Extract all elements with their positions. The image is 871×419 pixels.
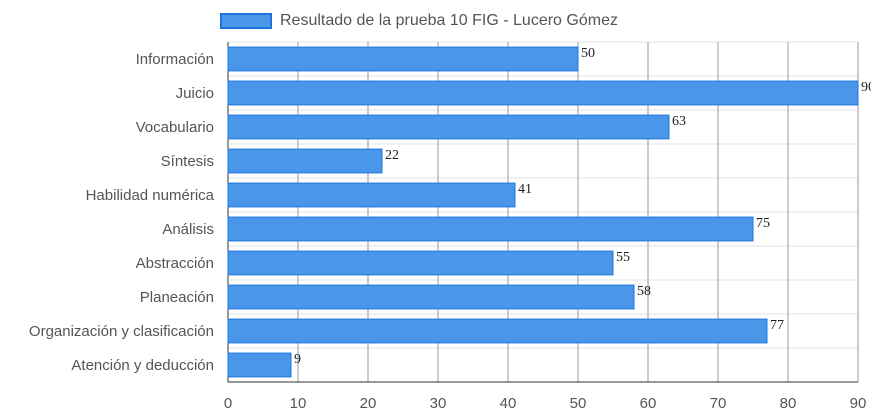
data-label: 75 [756, 216, 770, 231]
bar [227, 216, 754, 242]
data-label: 50 [581, 46, 595, 61]
category-label: Planeación [140, 289, 214, 306]
category-label: Abstracción [136, 255, 214, 272]
x-tick-label: 0 [224, 395, 232, 412]
category-label: Atención y deducción [71, 357, 214, 374]
category-label: Habilidad numérica [86, 187, 215, 204]
bar [227, 148, 383, 174]
chart-legend: Resultado de la prueba 10 FIG - Lucero G… [220, 10, 618, 32]
category-label: Vocabulario [136, 119, 214, 136]
bar [227, 114, 670, 140]
bar [227, 182, 516, 208]
category-label: Juicio [176, 85, 214, 102]
data-label: 55 [616, 250, 630, 265]
x-tick-label: 10 [290, 395, 307, 412]
bar [227, 284, 635, 310]
x-tick-label: 70 [710, 395, 727, 412]
data-label: 58 [637, 284, 651, 299]
x-tick-label: 40 [500, 395, 517, 412]
category-label: Información [136, 51, 214, 68]
x-tick-label: 30 [430, 395, 447, 412]
x-tick-label: 90 [850, 395, 867, 412]
x-tick-label: 80 [780, 395, 797, 412]
bar [227, 80, 859, 106]
x-tick-label: 20 [360, 395, 377, 412]
bar [227, 318, 768, 344]
legend-label: Resultado de la prueba 10 FIG - Lucero G… [280, 12, 618, 29]
bar [227, 352, 292, 378]
data-label: 41 [518, 182, 532, 197]
data-label: 63 [672, 114, 686, 129]
data-label: 90 [861, 80, 871, 95]
x-tick-label: 60 [640, 395, 657, 412]
x-tick-label: 50 [570, 395, 587, 412]
bars [227, 46, 859, 378]
data-labels: 50 90 63 22 41 75 55 58 77 9 [294, 46, 871, 367]
x-axis-ticks: 0 10 20 30 40 50 60 70 80 90 [224, 395, 867, 412]
category-labels: Información Juicio Vocabulario Síntesis Habi… [29, 51, 215, 374]
legend-swatch [220, 13, 272, 29]
data-label: 22 [385, 148, 399, 163]
data-label: 9 [294, 352, 301, 367]
data-label: 77 [770, 318, 784, 333]
bar [227, 250, 614, 276]
bar [227, 46, 579, 72]
category-label: Organización y clasificación [29, 323, 214, 340]
category-label: Síntesis [161, 153, 214, 170]
category-label: Análisis [162, 221, 214, 238]
